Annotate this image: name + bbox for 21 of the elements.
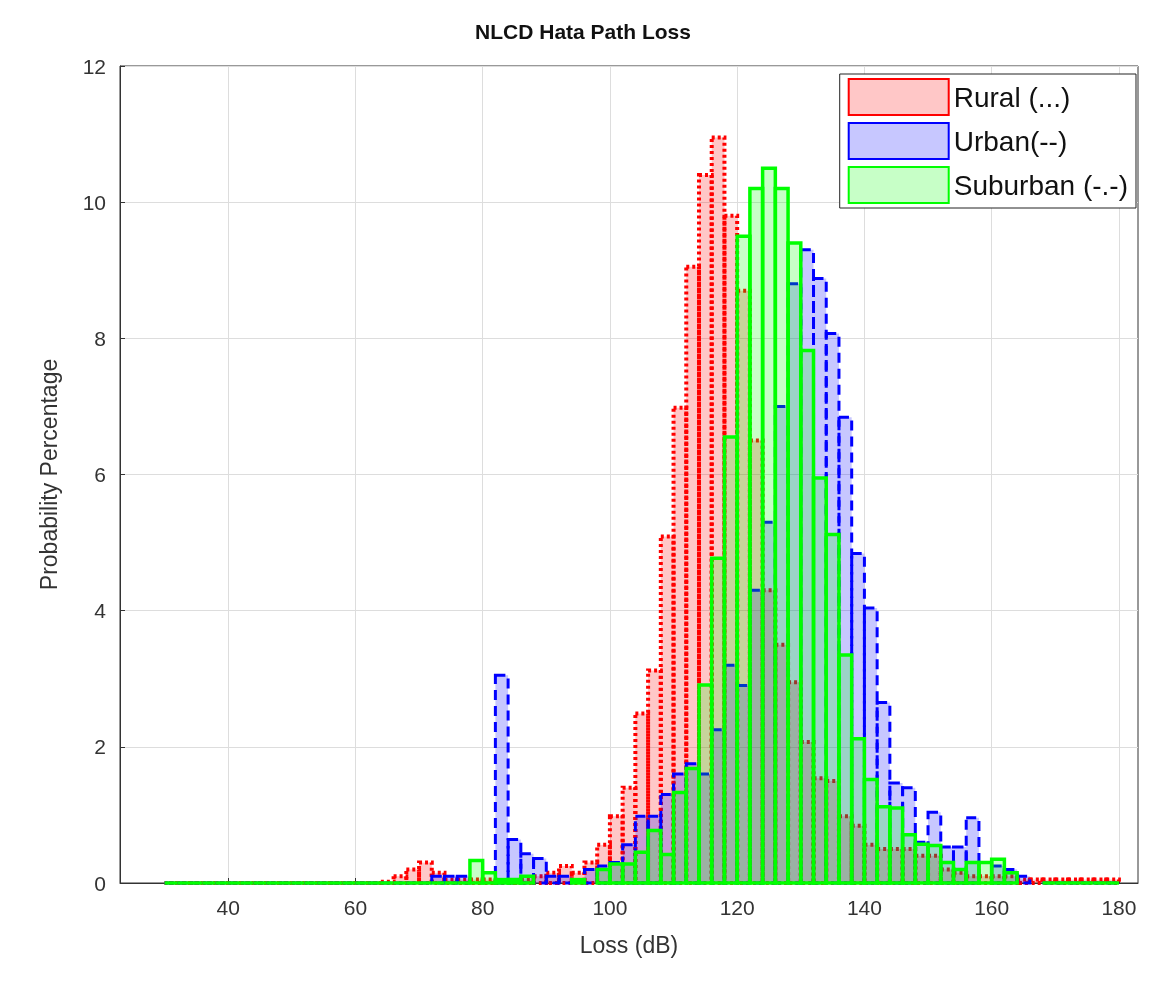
x-tick-label: 160 [974,896,1010,919]
y-tick-label: 6 [94,463,106,486]
x-tick-label: 140 [846,896,882,919]
legend-label: Suburban (-.-) [953,169,1129,201]
y-tick-label: 2 [94,735,106,759]
chart-title: NLCD Hata Path Loss [475,20,691,43]
x-tick-label: 60 [343,896,368,919]
x-tick-label: 80 [470,896,495,919]
y-tick-label: 10 [82,190,106,214]
legend-label: Urban(--) [953,125,1068,157]
y-tick-label: 8 [94,326,106,350]
y-tick-label: 4 [94,599,107,623]
x-tick-label: 100 [592,896,628,919]
x-axis-title: Loss (dB) [579,931,679,958]
x-tick-label: 120 [719,896,755,919]
y-tick-label: 0 [94,871,106,895]
y-axis-title: Probability Percentage [35,358,62,591]
y-tick-label: 12 [82,54,106,78]
x-tick-label: 180 [1101,896,1137,919]
legend-label: Rural (...) [953,81,1071,113]
x-tick-label: 40 [216,896,240,919]
